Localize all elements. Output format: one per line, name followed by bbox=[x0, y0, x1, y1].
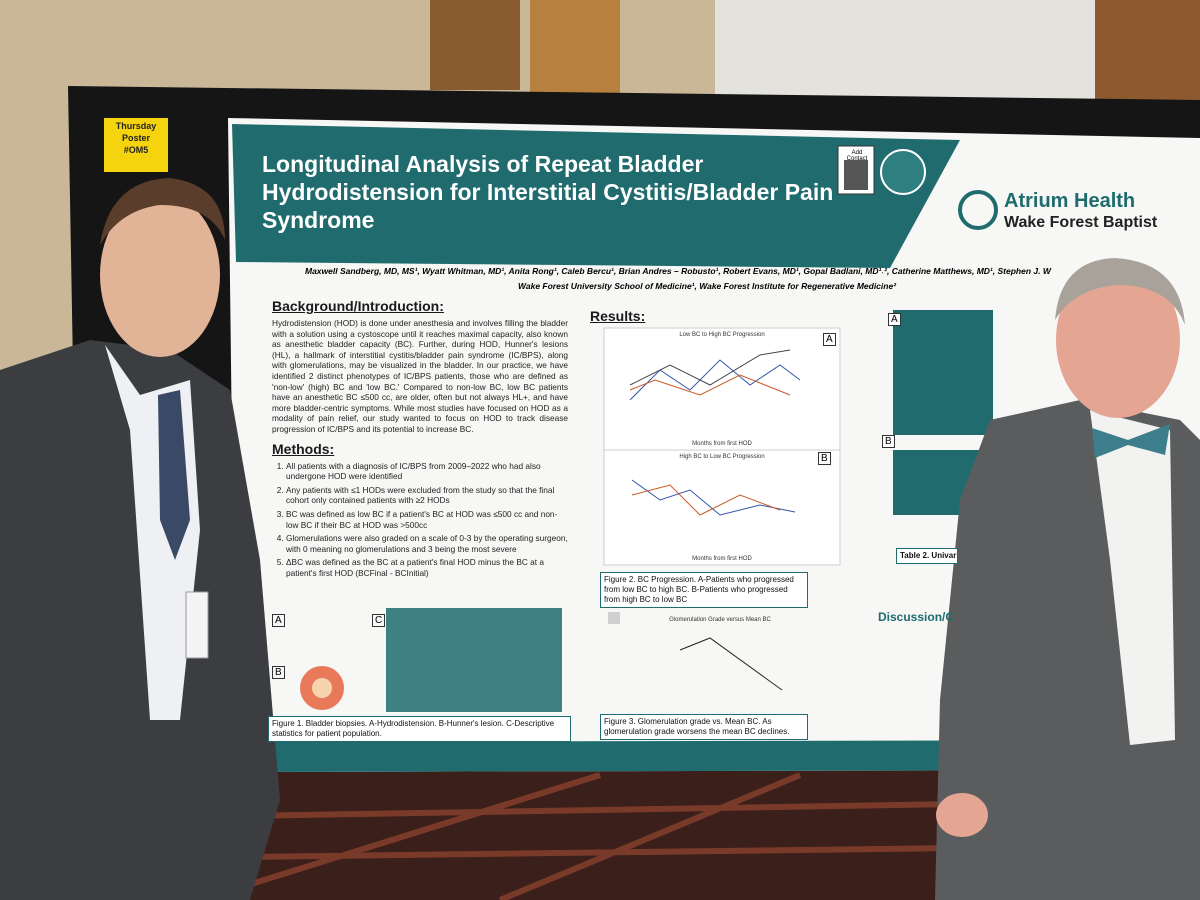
panel-label: C bbox=[372, 614, 386, 627]
panel-label: B bbox=[818, 452, 831, 465]
chart-line bbox=[629, 349, 791, 386]
x-axis-label: Months from first HOD bbox=[692, 441, 752, 447]
chart-title: Glomerulation Grade versus Mean BC bbox=[669, 617, 771, 623]
lesion-center bbox=[312, 678, 332, 698]
discussion-heading: Discussion/C bbox=[878, 610, 955, 624]
carpet-pattern bbox=[0, 772, 1200, 900]
figure1-caption: Figure 1. Bladder biopsies. A-Hydrodiste… bbox=[268, 716, 571, 742]
sticky-note bbox=[104, 118, 168, 172]
methods-item: Any patients with ≤1 HODs were excluded … bbox=[286, 485, 568, 506]
person-hair bbox=[1055, 258, 1185, 325]
methods-item: All patients with a diagnosis of IC/BPS … bbox=[286, 461, 568, 482]
panel-label: B bbox=[272, 666, 285, 679]
chart-line bbox=[631, 484, 781, 516]
poster-title: Longitudinal Analysis of Repeat Bladder … bbox=[262, 151, 834, 233]
panel-label: A bbox=[823, 333, 836, 346]
qr-label: Add Contact bbox=[846, 150, 868, 162]
methods-item: BC was defined as low BC if a patient's … bbox=[286, 509, 568, 530]
chart-title: High BC to Low BC Progression bbox=[679, 454, 765, 460]
logo-mark bbox=[958, 190, 998, 230]
person-hand bbox=[936, 793, 988, 837]
section-heading: Methods: bbox=[272, 440, 335, 457]
qr-pattern bbox=[844, 160, 868, 190]
table2-caption: Table 2. Univari bbox=[896, 548, 958, 564]
chart-b bbox=[603, 449, 841, 566]
authors: Maxwell Sandberg, MD, MS¹, Wyatt Whitman… bbox=[305, 266, 1051, 276]
sticky-text: Thursday Poster #OM5 bbox=[106, 120, 166, 156]
sticky-line: Thursday bbox=[115, 121, 157, 131]
person-bowtie bbox=[1092, 424, 1170, 458]
chart-title: Low BC to High BC Progression bbox=[679, 332, 765, 338]
person-shirt bbox=[1090, 410, 1175, 745]
person-head bbox=[1056, 262, 1180, 418]
section-heading: Background/Introduction: bbox=[272, 298, 444, 314]
panel-label: B bbox=[882, 435, 895, 448]
stats-table bbox=[386, 608, 562, 712]
wood-panel bbox=[1095, 0, 1200, 110]
person-tie bbox=[158, 390, 190, 560]
chart-a bbox=[603, 327, 841, 451]
results-heading-wrap: Results: bbox=[590, 308, 645, 324]
person-suit bbox=[0, 340, 280, 900]
methods-list: All patients with a diagnosis of IC/BPS … bbox=[272, 461, 568, 579]
badge bbox=[185, 591, 209, 659]
figure3-caption: Figure 3. Glomerulation grade vs. Mean B… bbox=[600, 714, 808, 740]
title-banner bbox=[232, 124, 960, 268]
chart-line bbox=[679, 637, 783, 691]
figure2-caption: Figure 2. BC Progression. A-Patients who… bbox=[600, 572, 808, 608]
wood-panel bbox=[530, 0, 620, 100]
logo-subtitle: Wake Forest Baptist bbox=[1004, 214, 1158, 231]
panel-label: A bbox=[272, 614, 285, 627]
background-section: Background/Introduction: Hydrodistension… bbox=[272, 298, 568, 581]
table-1 bbox=[893, 310, 993, 435]
panel-label: A bbox=[888, 313, 901, 326]
chart-line bbox=[629, 374, 791, 396]
methods-item: Glomerulations were also graded on a sca… bbox=[286, 533, 568, 554]
sticky-line: Poster bbox=[121, 133, 150, 143]
wood-panel bbox=[430, 0, 520, 90]
sticky-line: #OM5 bbox=[123, 145, 149, 155]
chart-icon bbox=[608, 612, 620, 624]
affiliations: Wake Forest University School of Medicin… bbox=[518, 281, 897, 291]
chart-line bbox=[631, 479, 796, 516]
person-hair bbox=[100, 178, 225, 245]
person-head bbox=[100, 193, 220, 357]
background-text: Hydrodistension (HOD) is done under anes… bbox=[272, 318, 568, 434]
section-heading: Results: bbox=[590, 308, 646, 324]
seal bbox=[880, 149, 926, 195]
methods-item: ΔBC was defined as the BC at a patient's… bbox=[286, 557, 568, 578]
wall-panel bbox=[715, 0, 1095, 110]
logo-name: Atrium Health bbox=[1004, 190, 1136, 212]
x-axis-label: Months from first HOD bbox=[692, 556, 752, 562]
